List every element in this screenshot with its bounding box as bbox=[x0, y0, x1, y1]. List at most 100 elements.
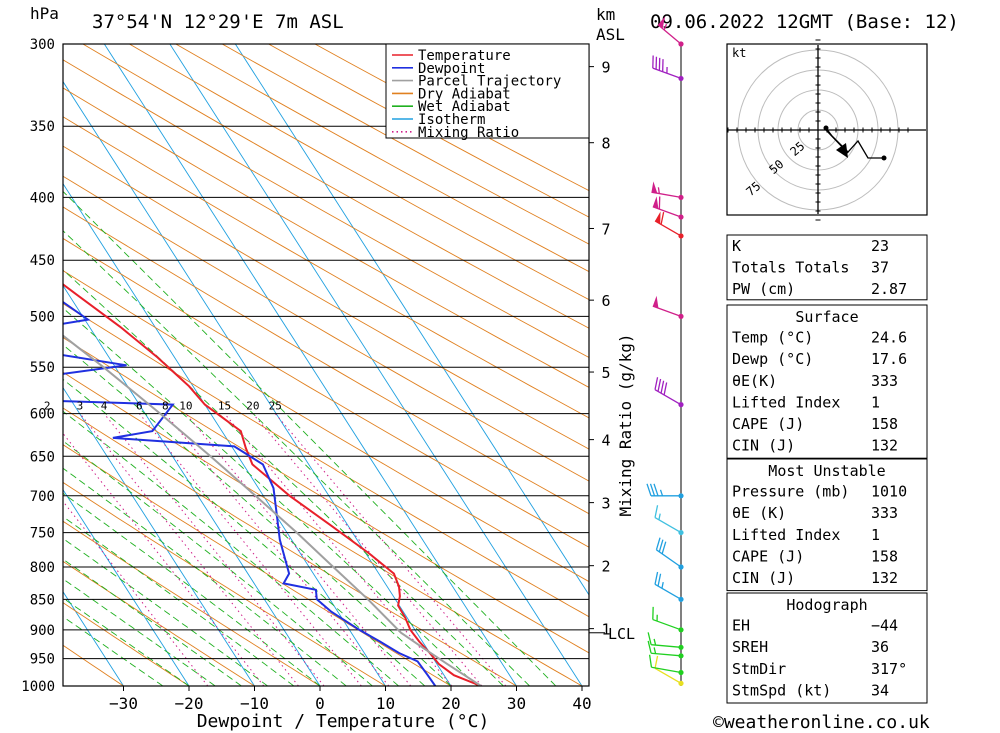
dry-adiabat bbox=[63, 87, 589, 388]
isotherm-line bbox=[63, 80, 452, 686]
surface-value: 333 bbox=[871, 372, 898, 390]
pressure-tick: 950 bbox=[30, 652, 55, 668]
wet-adiabat bbox=[63, 558, 242, 686]
pressure-tick: 1000 bbox=[21, 679, 55, 695]
wind-barb-feather bbox=[654, 655, 659, 669]
dry-adiabat bbox=[63, 644, 124, 686]
mixing-ratio-label: 8 bbox=[162, 400, 169, 413]
most-unstable-value: 132 bbox=[871, 569, 898, 587]
wind-barb bbox=[651, 181, 684, 201]
hodograph-start-dot bbox=[823, 125, 829, 131]
location-title: 37°54'N 12°29'E 7m ASL bbox=[92, 11, 344, 33]
wind-barb-feather bbox=[654, 377, 659, 390]
legend-entry: Temperature bbox=[418, 48, 511, 64]
pressure-tick: 550 bbox=[30, 360, 55, 376]
wind-barb-half-feather bbox=[659, 489, 664, 497]
asl-label: ASL bbox=[596, 25, 625, 44]
km-tick-label: 1 bbox=[601, 621, 610, 639]
most-unstable-value: 158 bbox=[871, 547, 898, 565]
wet-adiabat bbox=[63, 307, 478, 686]
dewpoint-profile bbox=[63, 300, 437, 686]
mixing-ratio-line bbox=[138, 413, 362, 686]
wind-barb-half-feather bbox=[658, 513, 661, 520]
dry-adiabat bbox=[63, 560, 255, 686]
surface-value: 17.6 bbox=[871, 350, 907, 368]
wind-barb-dot bbox=[678, 596, 684, 602]
surface-box bbox=[726, 304, 928, 459]
wind-barb-shaft bbox=[651, 652, 682, 657]
pressure-tick: 700 bbox=[30, 489, 55, 505]
hodograph-table-value: −44 bbox=[871, 617, 898, 635]
legend-entry: Wet Adiabat bbox=[418, 99, 511, 115]
surface-value: 158 bbox=[871, 415, 898, 433]
wet-adiabat bbox=[63, 410, 399, 686]
wet-adiabat bbox=[63, 537, 268, 686]
most-unstable-value: 1 bbox=[871, 526, 880, 544]
isotherm-line bbox=[169, 44, 583, 686]
index-label: K bbox=[732, 237, 741, 255]
pressure-tick: 350 bbox=[30, 119, 55, 135]
dry-adiabat bbox=[63, 444, 452, 686]
hodograph-end-dot bbox=[881, 155, 887, 161]
stability-tables: K 23 Totals Totals 37 PW (cm) 2.87 Surface Temp… bbox=[726, 234, 928, 704]
pressure-tick: 650 bbox=[30, 449, 55, 465]
hodograph-table-value: 36 bbox=[871, 638, 889, 656]
wind-barb bbox=[652, 295, 684, 319]
km-tick-label: 8 bbox=[601, 135, 610, 153]
legend-entry: Isotherm bbox=[418, 112, 485, 128]
wind-barb-flag bbox=[651, 181, 658, 194]
hodograph-unit-label: kt bbox=[732, 46, 746, 60]
x-tick-label: −20 bbox=[175, 694, 204, 713]
pressure-tick: 850 bbox=[30, 592, 55, 608]
wind-barb-flag bbox=[652, 295, 659, 309]
index-label: Totals Totals bbox=[732, 259, 849, 277]
km-tick-label: 4 bbox=[601, 432, 610, 450]
wind-barb-shaft bbox=[657, 24, 682, 45]
mixing-ratio-line bbox=[79, 413, 299, 686]
surface-label: θE(K) bbox=[732, 372, 777, 390]
dry-adiabat bbox=[63, 481, 386, 686]
wind-barb-feather bbox=[657, 573, 662, 587]
wind-barb-feather bbox=[660, 211, 665, 225]
x-tick-label: 20 bbox=[441, 694, 460, 713]
wind-barb-feather bbox=[649, 483, 656, 497]
mixing-ratio-label: 25 bbox=[269, 400, 282, 413]
wind-barb bbox=[652, 606, 684, 633]
wind-barb-feather bbox=[660, 380, 665, 394]
temperature-tick-labels: −30 −20 −10 0 10 20 30 40 bbox=[109, 686, 592, 713]
wind-barb bbox=[646, 483, 684, 499]
km-label: km bbox=[596, 5, 615, 24]
mixing-ratio-label: 6 bbox=[136, 400, 143, 413]
dry-adiabat bbox=[63, 145, 589, 450]
wind-barb-half-feather bbox=[653, 638, 657, 646]
surface-label: CIN (J) bbox=[732, 437, 795, 455]
wind-barb-feather bbox=[647, 632, 652, 645]
mixing-ratio-label: 4 bbox=[101, 400, 108, 413]
hodograph-table-label: StmDir bbox=[732, 660, 786, 678]
x-tick-label: 10 bbox=[376, 694, 395, 713]
wind-barb bbox=[657, 16, 684, 47]
plot-frame bbox=[62, 43, 590, 687]
wind-barb bbox=[654, 211, 684, 239]
pressure-tick: 800 bbox=[30, 560, 55, 576]
most-unstable-label: θE (K) bbox=[732, 504, 786, 522]
mixing-ratio-labels: 12346810152025 bbox=[44, 400, 282, 413]
km-tick-label: 6 bbox=[601, 292, 610, 310]
wind-barb-shaft bbox=[654, 220, 682, 237]
dry-adiabat bbox=[63, 520, 321, 686]
index-value: 2.87 bbox=[871, 280, 907, 298]
wind-barb bbox=[654, 571, 684, 602]
pressure-tick-labels: 300 350 400 450 500 550 600 650 700 750 800 850 900 9… bbox=[21, 37, 55, 695]
most-unstable-value: 1010 bbox=[871, 483, 907, 501]
wind-barb-feather bbox=[663, 382, 668, 396]
wind-barb-flag bbox=[652, 196, 659, 209]
mixing-ratio-line bbox=[164, 413, 390, 686]
wind-barb-shaft bbox=[654, 667, 682, 684]
wind-barb-shaft bbox=[656, 549, 682, 568]
wind-barb-shaft bbox=[651, 191, 682, 199]
wind-barb-feather bbox=[653, 483, 659, 497]
wind-barb-shaft bbox=[654, 583, 682, 600]
km-tick-label: 5 bbox=[601, 364, 610, 382]
